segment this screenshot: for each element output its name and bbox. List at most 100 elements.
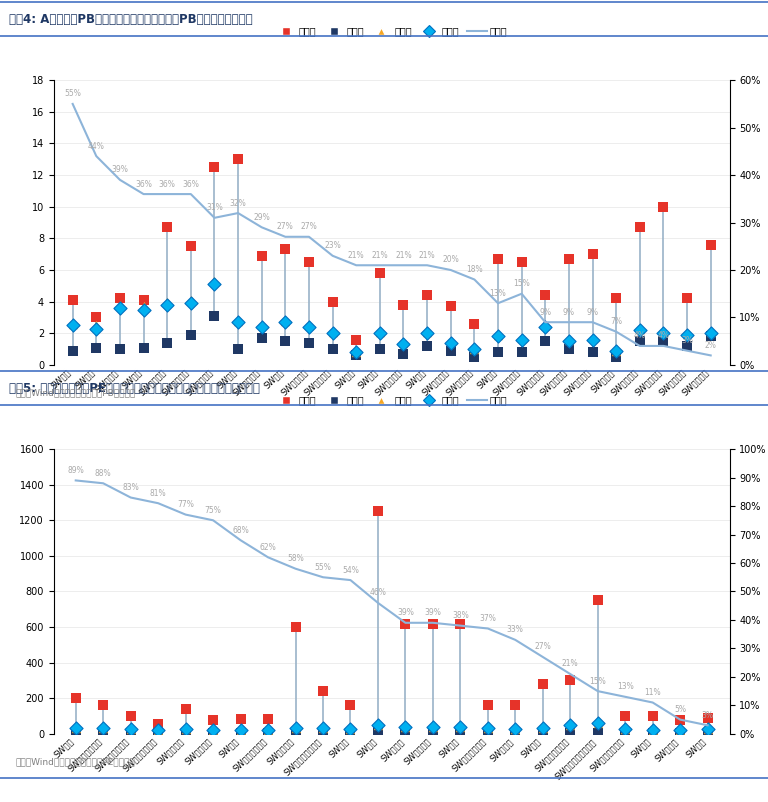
Point [372,726,384,739]
Point [421,327,433,340]
Point [208,277,220,290]
Point [344,727,356,739]
Point [482,722,494,735]
Point [397,338,409,350]
Point [374,327,386,340]
Point [234,724,247,737]
Point [657,334,670,347]
Point [674,727,687,739]
Point [610,344,622,357]
Point [232,314,244,327]
Point [397,336,409,349]
Point [70,721,82,734]
Point [537,678,549,691]
Point [232,342,244,355]
Point [647,724,659,737]
Point [647,724,659,737]
Text: 39%: 39% [425,608,442,618]
Point [587,346,599,358]
Point [509,727,521,739]
Point [290,621,302,634]
Point [681,339,694,352]
Point [114,302,126,314]
Text: 21%: 21% [372,251,388,260]
Point [180,703,192,715]
Point [97,722,109,735]
Point [90,322,102,335]
Point [303,319,315,332]
Point [317,727,329,739]
Text: 37%: 37% [479,614,496,623]
Point [610,350,622,363]
Point [280,314,292,327]
Point [137,303,150,316]
Text: 75%: 75% [204,506,221,515]
Point [704,330,717,343]
Point [124,723,137,735]
Point [114,298,126,311]
Text: 9%: 9% [563,308,575,317]
Text: 来源：Wind、国金证券研究所（PE为动态）: 来源：Wind、国金证券研究所（PE为动态） [15,757,135,766]
Point [114,292,126,305]
Point [232,153,244,166]
Legend: 最高值, 最低值, 最新值, 中位数, 分位数: 最高值, 最低值, 最新值, 中位数, 分位数 [273,391,511,409]
Point [161,295,174,308]
Point [97,727,109,739]
Point [539,334,551,347]
Point [280,316,292,329]
Point [399,720,412,733]
Point [344,723,356,735]
Point [303,336,315,349]
Text: 39%: 39% [111,165,128,174]
Point [445,334,457,347]
Point [427,726,439,739]
Point [563,253,575,265]
Point [280,243,292,256]
Point [427,617,439,630]
Point [610,292,622,305]
Point [492,253,504,265]
Point [587,331,599,344]
Text: 21%: 21% [419,251,435,260]
Point [399,720,412,733]
Point [67,344,79,357]
Point [681,292,694,305]
Text: 44%: 44% [88,142,104,151]
Point [564,719,577,731]
Point [492,329,504,342]
Text: 9%: 9% [539,308,551,317]
Text: 68%: 68% [232,525,249,535]
Text: 54%: 54% [342,565,359,574]
Point [256,319,268,332]
Point [563,333,575,346]
Point [180,727,192,739]
Text: 3%: 3% [681,336,693,345]
Point [184,297,197,310]
Point [262,712,274,725]
Text: 图表4: A股全行业PB分位数分布情况（按各行业PB分位数降序排列）: 图表4: A股全行业PB分位数分布情况（按各行业PB分位数降序排列） [9,13,253,26]
Point [587,248,599,261]
Point [647,710,659,723]
Point [184,294,197,306]
Point [445,300,457,313]
Point [704,326,717,338]
Point [67,318,79,330]
Point [280,334,292,347]
Point [124,710,137,723]
Point [454,720,466,733]
Point [701,727,713,739]
Point [326,342,339,355]
Point [372,719,384,731]
Text: 4%: 4% [634,331,646,340]
Point [290,722,302,735]
Point [234,712,247,725]
Point [509,723,521,735]
Point [421,339,433,352]
Point [399,726,412,739]
Point [399,617,412,630]
Point [610,344,622,357]
Point [290,722,302,735]
Point [114,342,126,355]
Point [350,349,362,362]
Text: 33%: 33% [507,626,524,634]
